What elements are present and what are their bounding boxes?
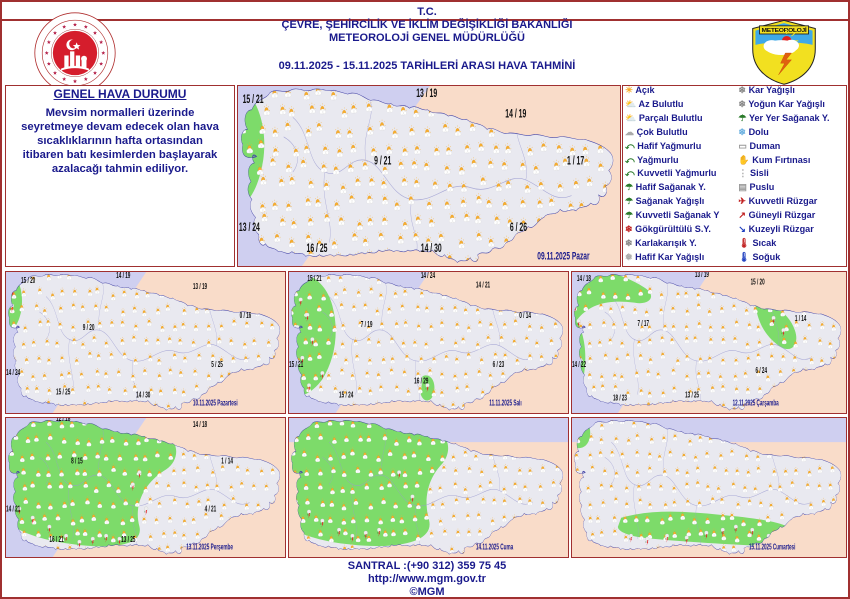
svg-text:7 / 17: 7 / 17 [638, 320, 650, 329]
svg-text:6 / 26: 6 / 26 [510, 221, 527, 234]
svg-text:15 / 16: 15 / 16 [119, 418, 133, 419]
svg-text:14 / 21: 14 / 21 [6, 505, 20, 514]
svg-text:0 / 16: 0 / 16 [240, 312, 252, 321]
svg-text:18 / 23: 18 / 23 [613, 395, 627, 404]
svg-text:13 / 19: 13 / 19 [695, 272, 709, 279]
svg-text:9 / 20: 9 / 20 [83, 324, 95, 333]
svg-text:6 / 23: 6 / 23 [493, 361, 505, 370]
svg-text:14 / 18: 14 / 18 [193, 421, 207, 430]
svg-text:15 / 21: 15 / 21 [307, 275, 321, 284]
svg-text:15 / 21: 15 / 21 [289, 361, 303, 370]
svg-text:14 / 21: 14 / 21 [476, 281, 490, 290]
svg-text:13 / 24: 13 / 24 [239, 221, 260, 234]
svg-text:15 / 21: 15 / 21 [243, 93, 264, 106]
svg-text:4 / 21: 4 / 21 [205, 505, 217, 514]
svg-text:14 / 19: 14 / 19 [505, 108, 526, 121]
svg-text:9 / 21: 9 / 21 [374, 154, 392, 167]
svg-text:15 / 25: 15 / 25 [56, 388, 70, 397]
svg-text:15 / 24: 15 / 24 [339, 391, 353, 400]
svg-text:14 / 30: 14 / 30 [136, 391, 150, 400]
svg-text:1 / 17: 1 / 17 [567, 154, 584, 167]
svg-text:14 / 22: 14 / 22 [572, 361, 586, 370]
svg-text:16 / 25: 16 / 25 [307, 242, 328, 255]
svg-text:14 / 18: 14 / 18 [577, 275, 591, 284]
svg-text:14.11.2025 Cuma: 14.11.2025 Cuma [476, 544, 514, 553]
svg-text:14 / 19: 14 / 19 [116, 272, 130, 281]
svg-text:13.11.2025 Perşembe: 13.11.2025 Perşembe [186, 544, 233, 553]
svg-text:15 / 20: 15 / 20 [751, 278, 765, 287]
svg-text:13 / 25: 13 / 25 [685, 391, 699, 400]
svg-text:METEOROLOJİ: METEOROLOJİ [762, 27, 808, 34]
svg-text:13 / 19: 13 / 19 [416, 87, 437, 100]
svg-text:15 / 20: 15 / 20 [21, 277, 35, 286]
svg-text:14 / 24: 14 / 24 [6, 369, 20, 378]
svg-text:12.11.2025 Çarşamba: 12.11.2025 Çarşamba [733, 399, 779, 408]
svg-text:13 / 25: 13 / 25 [121, 536, 135, 545]
svg-text:1 / 14: 1 / 14 [795, 315, 807, 324]
svg-text:14 / 30: 14 / 30 [421, 242, 442, 255]
svg-text:5 / 25: 5 / 25 [211, 361, 223, 370]
svg-text:7 / 19: 7 / 19 [361, 321, 373, 330]
svg-text:12 / 18: 12 / 18 [56, 418, 70, 423]
svg-text:0 / 14: 0 / 14 [519, 312, 531, 321]
svg-text:15.11.2025 Cumartesi: 15.11.2025 Cumartesi [749, 544, 795, 553]
svg-text:8 / 15: 8 / 15 [71, 457, 83, 466]
svg-text:16 / 21: 16 / 21 [49, 536, 63, 545]
svg-text:16 / 29: 16 / 29 [414, 377, 428, 386]
svg-text:10.11.2025 Pazartesi: 10.11.2025 Pazartesi [193, 399, 238, 408]
svg-text:09.11.2025 Pazar: 09.11.2025 Pazar [537, 250, 590, 262]
svg-text:11.11.2025 Salı: 11.11.2025 Salı [489, 399, 521, 408]
svg-text:6 / 24: 6 / 24 [756, 367, 768, 376]
svg-text:13 / 19: 13 / 19 [193, 283, 207, 292]
svg-text:14 / 24: 14 / 24 [421, 272, 435, 281]
svg-text:1 / 14: 1 / 14 [221, 457, 233, 466]
